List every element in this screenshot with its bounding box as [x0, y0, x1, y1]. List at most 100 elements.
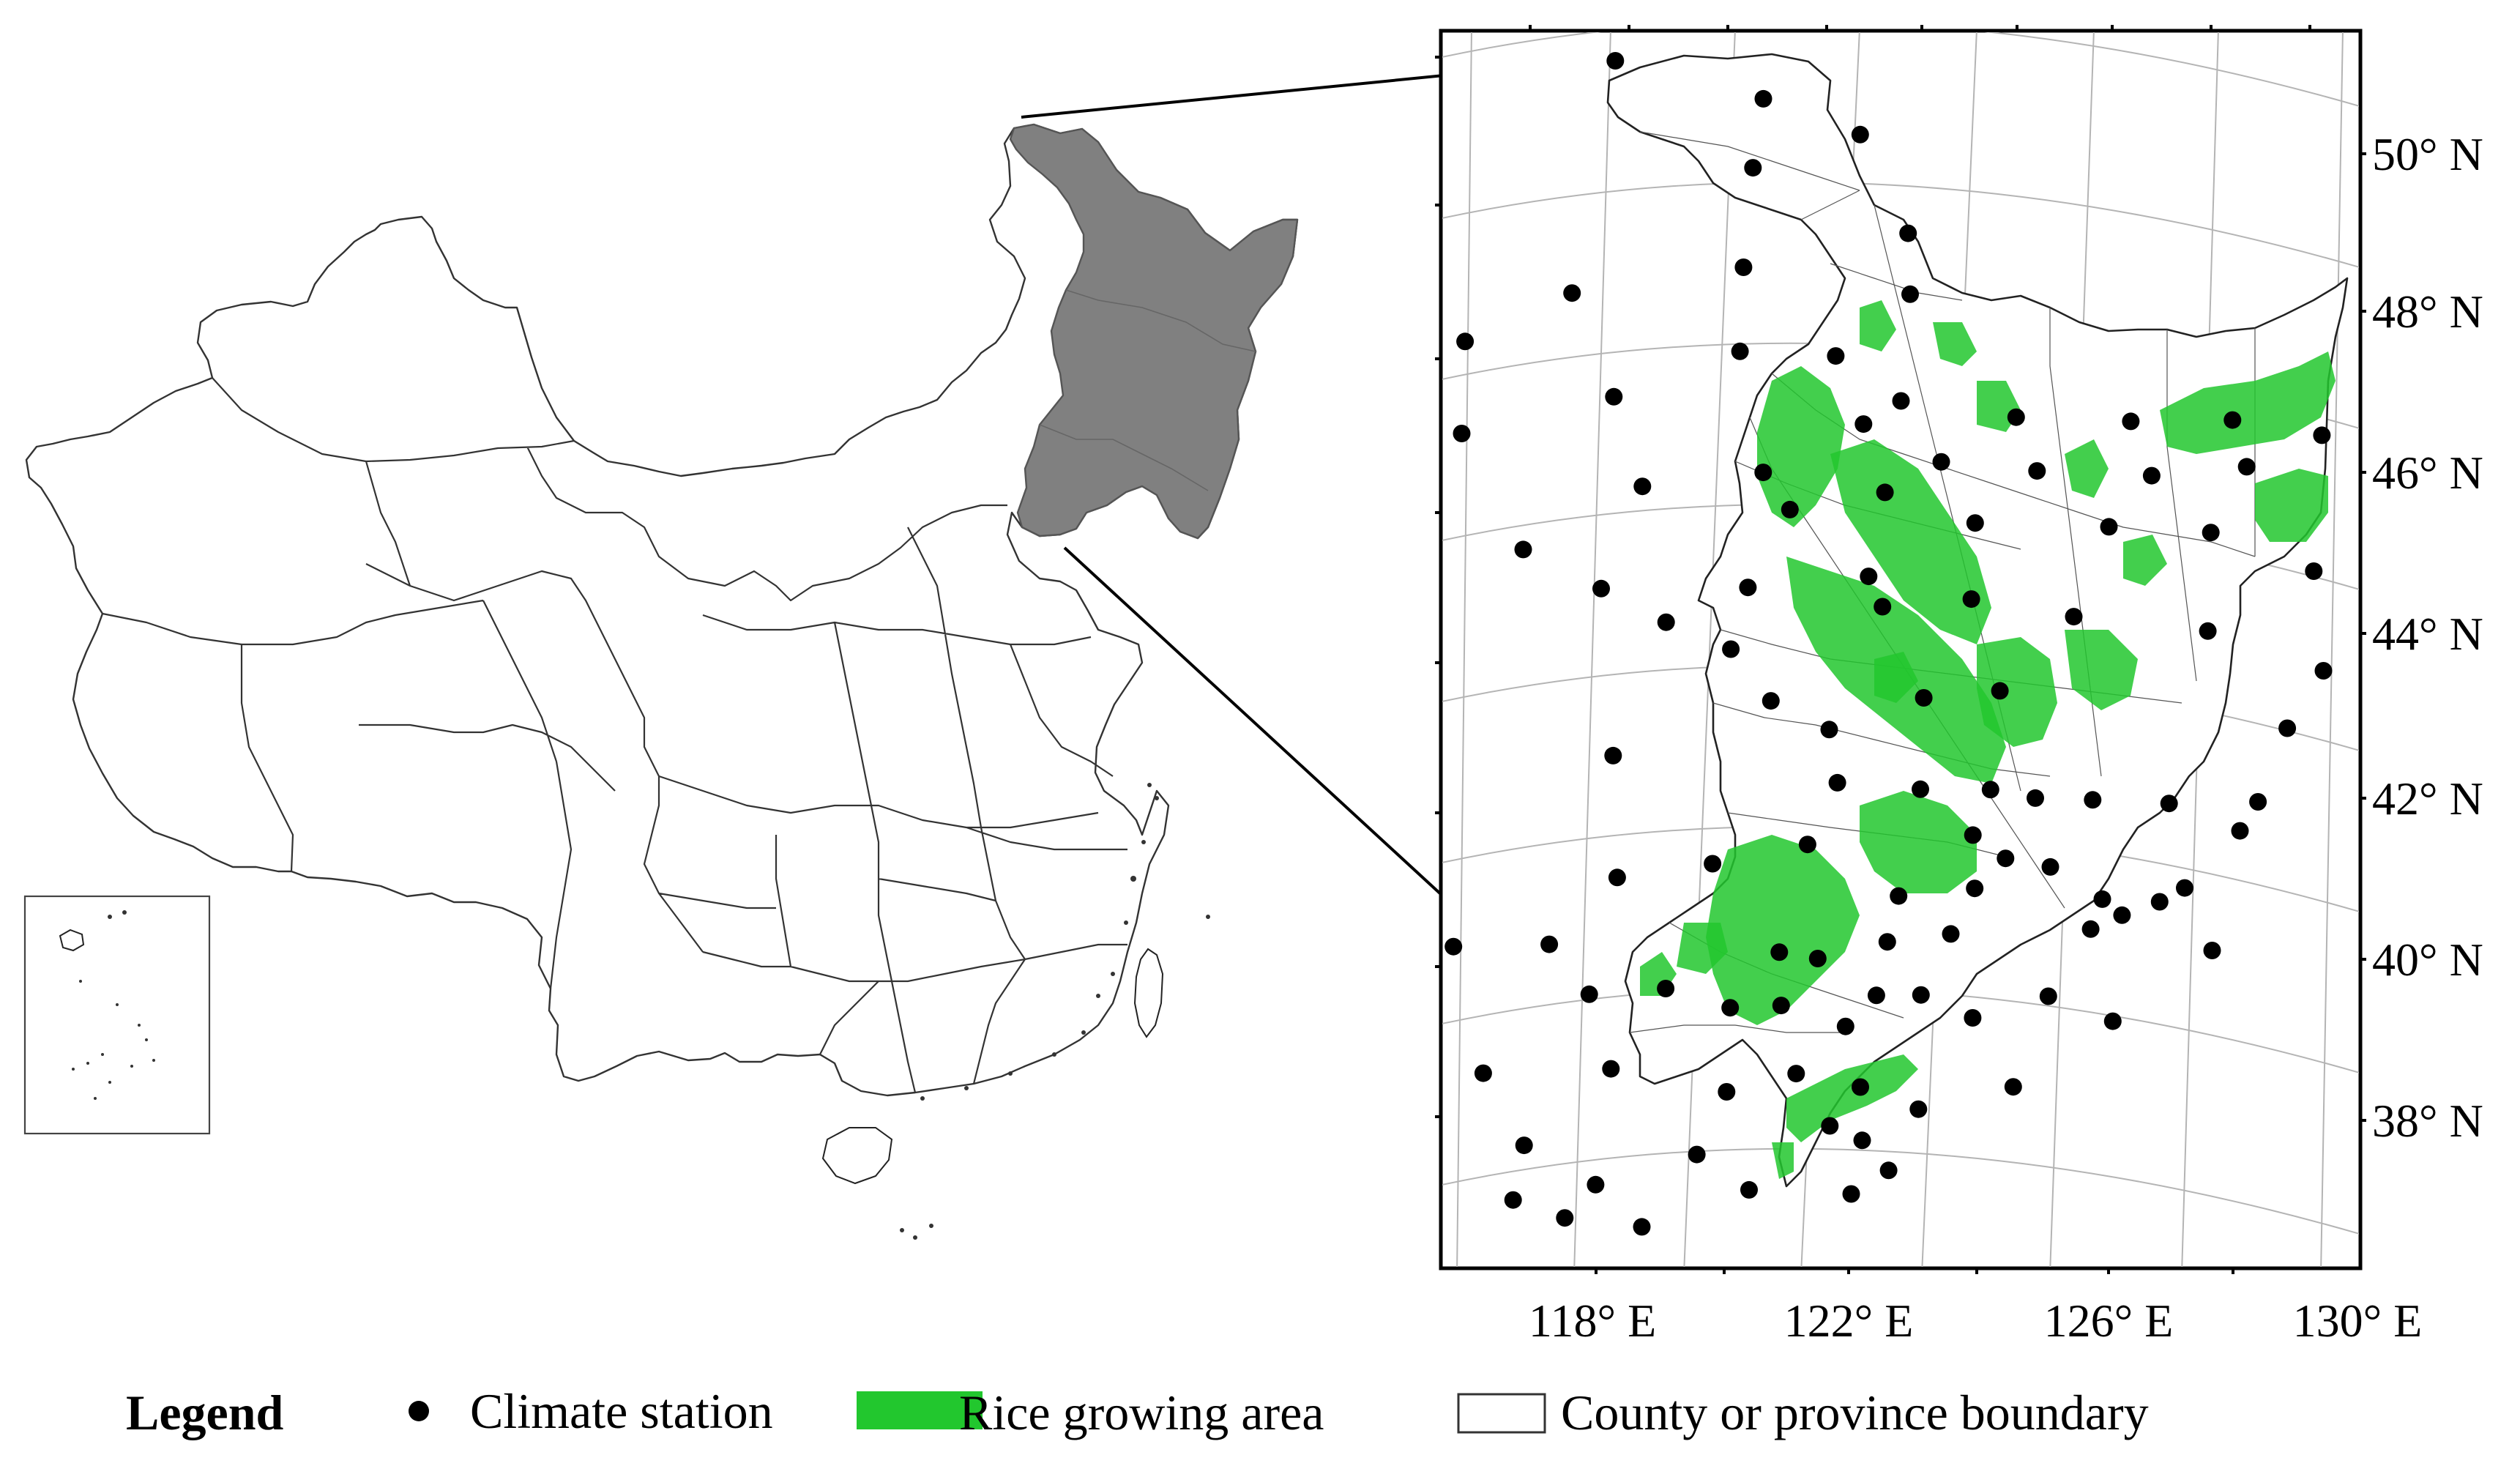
climate-station-dot [1915, 689, 1933, 707]
climate-station-dot [1851, 125, 1869, 144]
lon-label-122: 122° E [1784, 1295, 1914, 1347]
climate-station-dot [1853, 1131, 1871, 1150]
climate-station-dot [1688, 1145, 1706, 1164]
climate-station-dot [1912, 780, 1929, 798]
climate-station-dot [1828, 773, 1846, 792]
climate-station-dot [1366, 504, 1384, 521]
climate-station-dot [1997, 849, 2015, 868]
climate-station-dot [1754, 89, 1772, 108]
hainan-island [821, 1127, 893, 1185]
climate-station-dot [1860, 568, 1878, 586]
lat-label-42: 42° N [2372, 773, 2483, 825]
climate-station-dot [2313, 426, 2331, 444]
china-overview-map [23, 123, 1299, 1240]
climate-station-dot [2176, 879, 2193, 897]
climate-station-dot [1657, 980, 1675, 997]
climate-station-dot [2142, 466, 2161, 485]
climate-station-dot [1604, 746, 1622, 764]
climate-station-dot [2041, 857, 2059, 876]
lat-label-46: 46° N [2372, 447, 2483, 499]
south-china-sea-inset [23, 895, 211, 1135]
climate-station-dot [2150, 893, 2169, 911]
climate-station-dot [2081, 920, 2100, 938]
climate-station-dot [1592, 579, 1610, 598]
climate-station-dot [1744, 159, 1762, 177]
climate-station-dot [1731, 342, 1749, 360]
climate-station-dot [2113, 906, 2131, 924]
climate-station-dot [2093, 890, 2111, 908]
climate-station-dot [1740, 1180, 1758, 1199]
lat-label-40: 40° N [2372, 934, 2483, 986]
climate-station-dot [2237, 458, 2256, 476]
climate-station-dot [2065, 608, 2083, 626]
climate-station-dot [2160, 795, 2178, 813]
lon-label-126: 126° E [2044, 1295, 2174, 1347]
legend-rice-symbol [857, 1391, 983, 1429]
climate-station-dot [1602, 1060, 1620, 1078]
climate-station-dot [1901, 285, 1919, 303]
climate-station-dot [1966, 514, 1984, 532]
climate-station-dot [2007, 408, 2025, 426]
climate-station-dot [2305, 562, 2323, 580]
climate-station-dot [2314, 662, 2333, 680]
climate-station-dot [1633, 477, 1652, 496]
climate-station-dot [1827, 347, 1845, 365]
climate-station-dot [2103, 1012, 2122, 1030]
climate-station-dot [2202, 524, 2220, 542]
climate-station-dot [1504, 1191, 1522, 1209]
climate-station-dot [1854, 415, 1873, 434]
northeast-province-lines [1039, 289, 1256, 491]
legend-title: Legend [126, 1385, 284, 1440]
climate-station-dot [1852, 1078, 1869, 1096]
climate-station-dot [2028, 462, 2046, 480]
climate-station-dot [2199, 622, 2217, 640]
latitude-labels: 50° N 48° N 46° N 44° N 42° N 40° N 38° … [2372, 128, 2483, 1147]
climate-station-dot [1942, 925, 1960, 943]
climate-station-dot [1605, 387, 1623, 406]
climate-station-dot [1932, 453, 1950, 471]
climate-station-dot [1787, 1065, 1805, 1083]
climate-station-dot [1290, 706, 1308, 723]
climate-station-dot [1876, 483, 1894, 502]
climate-station-dot [1734, 258, 1753, 276]
climate-station-dot [2203, 942, 2221, 959]
taiwan-island [1133, 948, 1164, 1038]
climate-station-dot [1754, 464, 1772, 482]
climate-station-dot [2249, 793, 2267, 811]
climate-station-dot [1444, 937, 1463, 956]
climate-stations [1290, 52, 2333, 1236]
legend: Legend Climate station Rice growing area… [126, 1383, 2149, 1440]
climate-station-dot [1657, 613, 1675, 631]
climate-station-dot [1540, 935, 1559, 953]
climate-station-dot [1964, 826, 1982, 844]
axis-ticks [1435, 25, 2366, 1274]
climate-station-dot [1514, 540, 1532, 559]
climate-station-dot [1966, 879, 1984, 898]
coastal-islets [900, 783, 1210, 1240]
climate-station-dot [1892, 392, 1910, 410]
legend-boundary-label: County or province boundary [1561, 1385, 2149, 1440]
climate-station-dot [2084, 791, 2102, 809]
climate-station-dot [1912, 986, 1930, 1004]
climate-station-dot [1962, 590, 1980, 609]
climate-station-dot [1633, 1218, 1651, 1236]
climate-station-dot [2223, 411, 2242, 429]
legend-boundary-symbol [1457, 1393, 1546, 1434]
climate-station-dot [2004, 1078, 2022, 1096]
climate-station-dot [2039, 987, 2057, 1005]
study-area-detail-map: 50° N 48° N 46° N 44° N 42° N 40° N 38° … [1290, 25, 2483, 1347]
climate-station-dot [1453, 425, 1471, 442]
climate-station-dot [1981, 781, 1999, 799]
climate-station-dot [1606, 52, 1625, 70]
lat-label-50: 50° N [2372, 128, 2483, 180]
climate-station-dot [1474, 1064, 1492, 1082]
climate-station-dot [1515, 1136, 1533, 1155]
lon-label-130: 130° E [2293, 1295, 2423, 1347]
climate-station-dot [1781, 500, 1799, 518]
legend-station-label: Climate station [470, 1383, 773, 1439]
climate-station-dot [1772, 997, 1790, 1015]
climate-station-dot [1718, 1083, 1736, 1101]
climate-station-dot [1762, 692, 1780, 710]
rice-growing-areas [1640, 300, 2336, 1179]
